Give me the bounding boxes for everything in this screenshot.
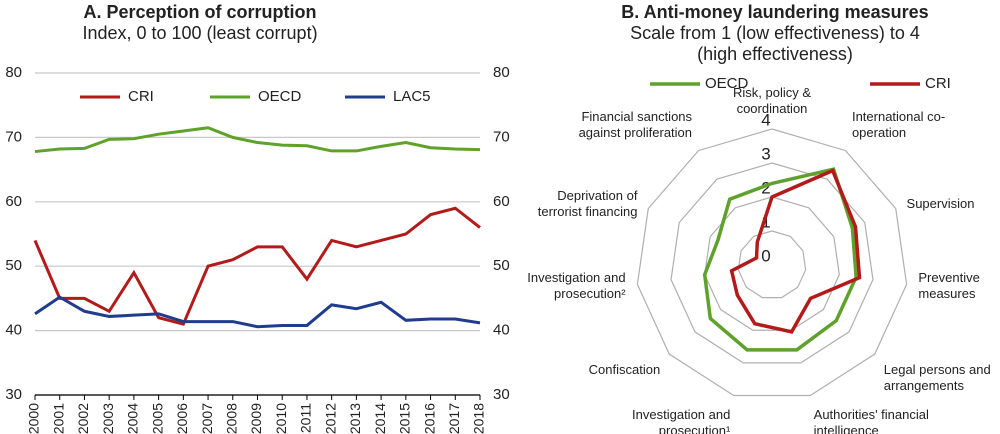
x-tick-label: 2004	[125, 403, 141, 434]
axis-label: Investigation and prosecution²	[527, 270, 626, 302]
series-line	[729, 168, 862, 334]
chart-title: B. Anti-money laundering measures	[621, 2, 929, 22]
axis-label: Legal persons and arrangements	[883, 361, 991, 393]
series-line	[34, 126, 481, 154]
axis-label: Deprivation of terrorist financing	[537, 187, 638, 219]
series-line	[33, 206, 481, 326]
y2-tick-label: 30	[493, 386, 510, 403]
axis-label: Financial sanctions against proliferatio…	[578, 108, 693, 140]
grid-ring	[636, 128, 908, 397]
legend-label: CRI	[925, 75, 951, 92]
panel-a-heading: A. Perception of corruption Index, 0 to …	[20, 2, 380, 44]
x-tick-label: 2009	[248, 403, 264, 434]
series-line	[34, 295, 481, 329]
grid-ring	[737, 230, 807, 299]
r-tick-label: 0	[761, 246, 770, 265]
x-tick-label: 2003	[100, 403, 116, 434]
x-tick-label: 2007	[199, 403, 215, 434]
axis-label: International co-operation	[851, 108, 946, 140]
x-tick-label: 2013	[347, 403, 363, 434]
x-tick-label: 2012	[322, 403, 338, 434]
y2-tick-label: 70	[493, 128, 510, 145]
y-tick-label: 70	[5, 128, 22, 145]
axis-label: Preventive measures	[918, 270, 980, 302]
r-tick-label: 3	[761, 144, 770, 163]
y-tick-label: 30	[5, 386, 22, 403]
y2-tick-label: 40	[493, 322, 510, 339]
y2-tick-label: 80	[493, 64, 510, 81]
x-tick-label: 2006	[174, 403, 190, 434]
series-line	[702, 167, 858, 352]
chart-subtitle: Scale from 1 (low effectiveness) to 4 (h…	[630, 23, 920, 64]
x-tick-label: 2001	[50, 403, 66, 434]
panel-b-heading: B. Anti-money laundering measures Scale …	[610, 2, 940, 65]
x-tick-label: 2016	[421, 403, 437, 434]
legend-label: OECD	[705, 75, 749, 92]
x-tick-label: 2018	[471, 403, 487, 434]
r-tick-label: 2	[761, 178, 770, 197]
axis-label: Investigation and prosecution¹	[632, 406, 731, 434]
x-tick-label: 2005	[149, 403, 165, 434]
y2-tick-label: 50	[493, 257, 510, 274]
axis-label: Confiscation	[588, 361, 661, 377]
legend-label: CRI	[128, 88, 154, 105]
legend-label: OECD	[258, 88, 302, 105]
x-tick-label: 2010	[273, 403, 289, 434]
r-tick-label: 4	[761, 110, 770, 129]
legend-label: LAC5	[393, 88, 431, 105]
y2-tick-label: 60	[493, 193, 510, 210]
chart-subtitle: Index, 0 to 100 (least corrupt)	[82, 23, 318, 43]
y-tick-label: 50	[5, 257, 22, 274]
r-tick-label: 1	[761, 212, 770, 231]
x-tick-label: 2014	[372, 403, 388, 434]
x-tick-label: 2015	[397, 403, 413, 434]
x-tick-label: 2002	[75, 403, 91, 434]
y-tick-label: 40	[5, 322, 22, 339]
x-tick-label: 2008	[223, 403, 239, 434]
y-tick-label: 60	[5, 193, 22, 210]
axis-label: Risk, policy & coordination	[732, 85, 812, 117]
axis-label: Authorities' financial intelligence	[813, 406, 929, 434]
chart-title: A. Perception of corruption	[83, 2, 317, 22]
grid-ring	[670, 162, 874, 364]
axis-label: Supervision	[906, 195, 975, 211]
x-tick-label: 2011	[298, 403, 314, 433]
x-tick-label: 2000	[26, 403, 42, 434]
grid-ring	[704, 196, 840, 331]
x-tick-label: 2017	[446, 403, 462, 434]
y-tick-label: 80	[5, 64, 22, 81]
